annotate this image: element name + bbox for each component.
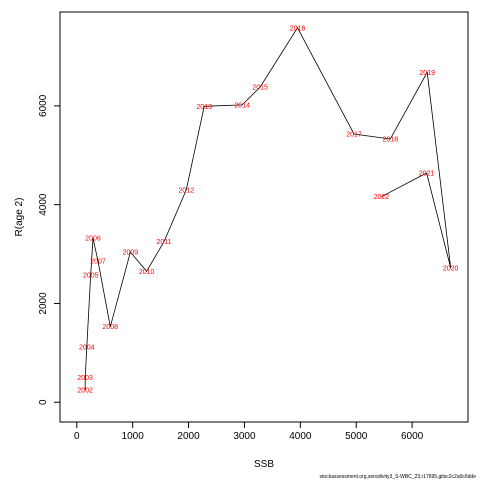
x-axis-title: SSB <box>254 459 274 470</box>
x-tick-label: 1000 <box>122 431 145 442</box>
x-tick-label: 4000 <box>289 431 312 442</box>
year-label-2018: 2018 <box>383 136 399 143</box>
y-tick-label: 0 <box>38 399 49 405</box>
year-label-2009: 2009 <box>123 250 139 257</box>
x-tick-label: 3000 <box>233 431 256 442</box>
year-label-2011: 2011 <box>156 239 171 246</box>
year-label-2017: 2017 <box>346 132 362 139</box>
year-label-2010: 2010 <box>139 269 155 276</box>
year-label-2013: 2013 <box>196 104 212 111</box>
x-tick-label: 2000 <box>177 431 200 442</box>
x-tick-label: 5000 <box>345 431 368 442</box>
year-label-2016: 2016 <box>290 25 306 32</box>
year-label-2020: 2020 <box>443 265 459 272</box>
year-label-2014: 2014 <box>234 102 250 109</box>
year-label-2006: 2006 <box>85 236 101 243</box>
x-axis: 0 1000 2000 3000 4000 5000 6000 <box>74 422 424 442</box>
year-label-2005: 2005 <box>83 272 99 279</box>
year-label-2002: 2002 <box>77 387 93 394</box>
y-axis: 0 2000 4000 6000 <box>38 94 60 405</box>
x-tick-label: 6000 <box>401 431 424 442</box>
source-note: stockassessment.org,sensitivity3_S-WBC_2… <box>320 474 477 480</box>
series-line <box>84 27 452 390</box>
plot-frame <box>59 11 469 423</box>
year-label-2003: 2003 <box>77 375 93 382</box>
year-label-2004: 2004 <box>79 344 95 351</box>
year-label-2015: 2015 <box>252 85 268 92</box>
year-label-2012: 2012 <box>179 187 195 194</box>
year-label-2019: 2019 <box>419 70 435 77</box>
y-tick-label: 4000 <box>38 193 49 216</box>
year-labels: 2002 2003 2004 2005 2006 2007 2008 2009 2010 2011… <box>77 25 458 394</box>
y-tick-label: 2000 <box>38 292 49 315</box>
y-axis-title: R(age 2) <box>14 198 25 237</box>
year-label-2021: 2021 <box>419 171 435 178</box>
x-tick-label: 0 <box>74 431 80 442</box>
year-label-2007: 2007 <box>90 258 106 265</box>
y-tick-label: 6000 <box>38 94 49 117</box>
year-label-2008: 2008 <box>103 324 119 331</box>
year-label-2022: 2022 <box>374 194 390 201</box>
